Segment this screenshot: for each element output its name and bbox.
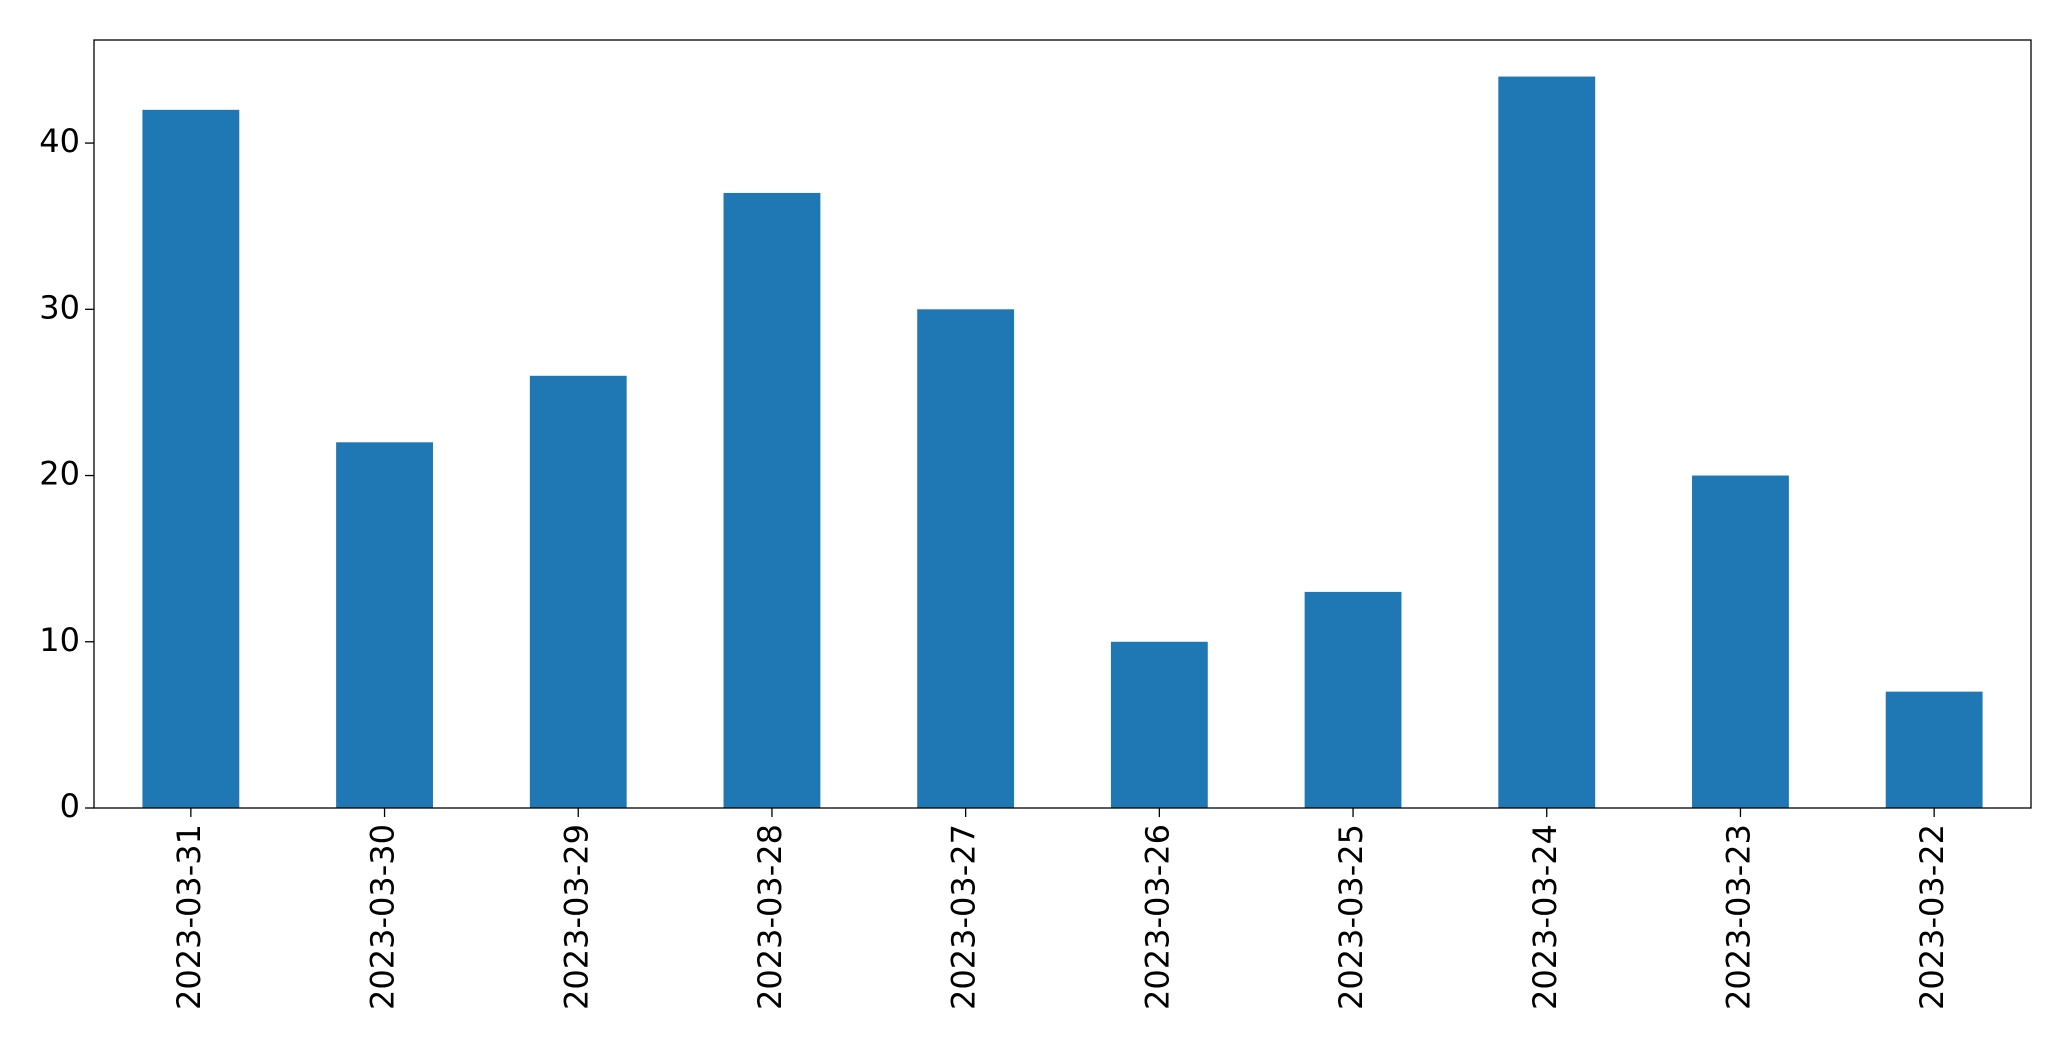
x-tick-label: 2023-03-30 <box>364 824 402 1010</box>
x-tick-label: 2023-03-26 <box>1138 824 1176 1010</box>
bar <box>917 309 1015 808</box>
y-tick-label: 30 <box>39 288 80 326</box>
y-tick-label: 10 <box>39 621 80 659</box>
x-tick-label: 2023-03-28 <box>751 824 789 1010</box>
x-tick-label: 2023-03-23 <box>1719 824 1757 1010</box>
bar <box>723 192 821 808</box>
y-tick-label: 20 <box>39 455 80 493</box>
bar <box>1692 475 1789 808</box>
x-tick-label: 2023-03-29 <box>557 824 595 1010</box>
bar <box>336 442 433 808</box>
y-tick-label: 40 <box>39 122 80 160</box>
bar <box>529 375 627 808</box>
y-tick-label: 0 <box>60 787 80 825</box>
bar <box>142 109 240 809</box>
x-tick-label: 2023-03-27 <box>945 824 983 1010</box>
bar <box>1304 591 1402 808</box>
plot-frame <box>93 39 2032 809</box>
bar <box>1498 76 1596 809</box>
x-tick-label: 2023-03-22 <box>1913 824 1951 1010</box>
bar <box>1110 641 1208 808</box>
x-tick-label: 2023-03-31 <box>170 824 208 1010</box>
x-tick-label: 2023-03-25 <box>1332 824 1370 1010</box>
x-tick-label: 2023-03-24 <box>1526 824 1564 1010</box>
bar <box>1885 691 1983 808</box>
